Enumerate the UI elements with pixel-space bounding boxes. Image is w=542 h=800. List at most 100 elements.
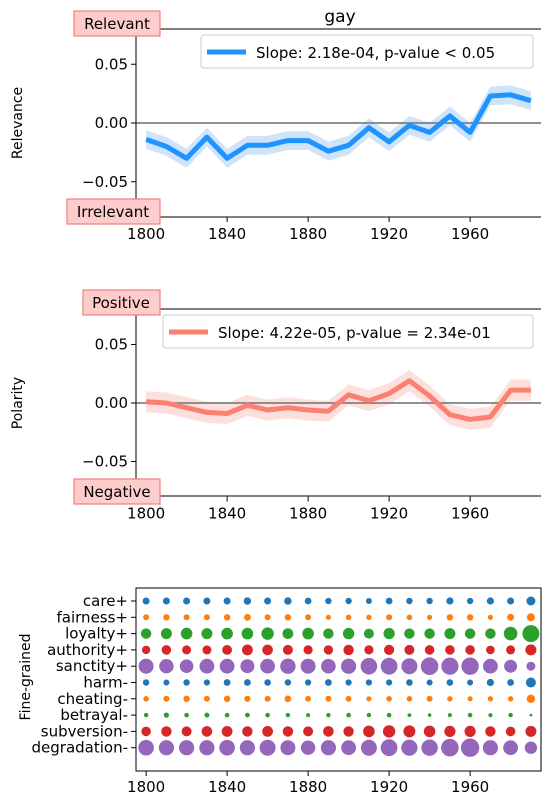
fine-grained-dot: [223, 614, 231, 621]
category-label: sanctity+: [56, 657, 128, 675]
fine-grained-dots: [138, 596, 540, 757]
fine-grained-dot: [163, 695, 170, 702]
fine-grained-dot: [386, 712, 392, 718]
fine-grained-category-labels: care+fairness+loyalty+authority+sanctity…: [32, 592, 136, 757]
fine-grained-dot: [360, 657, 378, 675]
fine-grained-dot: [300, 658, 316, 674]
fine-grained-dot: [342, 627, 355, 640]
fine-grained-dot: [406, 614, 413, 621]
fine-grained-dot: [143, 712, 149, 718]
fine-grained-dot: [487, 696, 494, 702]
fine-grained-frame: [135, 587, 542, 772]
fine-grained-dot: [199, 658, 215, 674]
fine-grained-dot: [143, 614, 150, 621]
polarity-y-axis-label: Polarity: [10, 377, 26, 429]
polarity-panel: 0.05 0.00 −0.05 1800 1840 1880 1920 1960 Polar…: [10, 289, 541, 523]
fine-grained-dot: [203, 597, 211, 605]
fine-grained-dot: [526, 613, 535, 622]
fine-grained-dot: [525, 644, 537, 656]
fine-grained-dot: [181, 726, 192, 737]
fine-grained-dot: [343, 644, 354, 656]
fine-grained-dot: [341, 658, 357, 674]
fine-grained-dot: [447, 696, 453, 702]
fine-grained-dot: [203, 695, 210, 702]
fine-grained-y-axis-label: Fine-grained: [18, 634, 34, 721]
relevant-tag: Relevant: [73, 10, 161, 37]
polarity-series: [145, 378, 531, 422]
p1-xtick-label: 1800: [127, 225, 165, 243]
fine-grained-dot: [242, 726, 253, 737]
fine-grained-dot: [460, 738, 480, 757]
irrelevant-tag-text: Irrelevant: [77, 203, 149, 221]
irrelevant-tag: Irrelevant: [66, 198, 161, 225]
p1-ytick-label: 0.05: [95, 55, 128, 73]
p3-xtick-label: 1920: [370, 778, 408, 796]
fine-grained-dot: [360, 739, 377, 756]
fine-grained-dot: [406, 679, 413, 686]
fine-grained-dot: [445, 645, 455, 655]
fine-grained-dot: [142, 597, 150, 605]
fine-grained-dot: [222, 645, 233, 655]
fine-grained-dot: [264, 679, 271, 686]
fine-grained-dot: [160, 628, 172, 640]
fine-grained-dot: [163, 712, 169, 718]
fine-grained-dot: [163, 614, 170, 621]
fine-grained-dot: [506, 645, 516, 655]
fine-grained-dot: [424, 645, 435, 655]
fine-grained-dot: [505, 726, 516, 737]
p2-xtick-label: 1840: [208, 505, 246, 523]
fine-grained-dot: [525, 677, 536, 688]
fine-grained-dot: [262, 644, 273, 656]
fine-grained-dot: [426, 597, 433, 605]
p1-xtick-label: 1880: [289, 225, 327, 243]
fine-grained-dot: [325, 695, 332, 702]
fine-grained-dot: [486, 678, 494, 687]
p1-ytick-label: −0.05: [82, 173, 128, 191]
fine-grained-dot: [183, 597, 191, 605]
fine-grained-dot: [219, 739, 235, 756]
fine-grained-dot: [467, 696, 473, 702]
fine-grained-dot: [365, 679, 372, 686]
fine-grained-dot: [446, 597, 454, 605]
fine-grained-dot: [204, 712, 210, 718]
fine-grained-dot: [366, 712, 372, 718]
category-label: loyalty+: [65, 625, 128, 643]
fine-grained-dot: [380, 657, 398, 675]
fine-grained-dot: [284, 614, 292, 621]
fine-grained-dot: [159, 659, 174, 674]
fine-grained-dot: [507, 679, 514, 686]
p1-xtick-label: 1920: [370, 225, 408, 243]
fine-grained-dot: [323, 628, 334, 639]
fine-grained-dot: [485, 726, 496, 737]
polarity-legend-text: Slope: 4.22e-05, p-value = 2.34e-01: [218, 324, 491, 342]
fine-grained-dot: [239, 740, 255, 756]
fine-grained-dot: [406, 597, 413, 605]
fine-grained-dot: [464, 725, 476, 738]
fine-grained-dot: [482, 740, 498, 756]
p3-xtick-label: 1960: [451, 778, 489, 796]
fine-grained-dot: [141, 726, 151, 737]
fine-grained-dot: [427, 614, 433, 620]
fine-grained-dot: [464, 628, 476, 639]
fine-grained-dot: [306, 713, 311, 718]
fine-grained-dot: [508, 712, 513, 718]
fine-grained-dot: [526, 596, 536, 606]
fine-grained-dot: [261, 627, 274, 640]
fine-grained-dot: [386, 696, 392, 702]
fine-grained-dot: [427, 713, 432, 717]
fine-grained-panel: care+fairness+loyalty+authority+sanctity…: [18, 587, 542, 796]
fine-grained-dot: [504, 659, 518, 673]
p1-line: [145, 92, 532, 161]
fine-grained-dot: [221, 726, 233, 737]
fine-grained-dot: [262, 726, 273, 737]
category-label: betrayal-: [60, 706, 128, 724]
fine-grained-dot: [447, 713, 452, 718]
fine-grained-dot: [345, 695, 352, 702]
fine-grained-dot: [264, 614, 271, 621]
fine-grained-dot: [265, 712, 270, 718]
fine-grained-dot: [401, 739, 418, 756]
relevance-x-ticks: 1800 1840 1880 1920 1960: [127, 217, 489, 243]
fine-grained-dot: [300, 740, 316, 755]
fine-grained-dot: [383, 628, 395, 640]
fine-grained-dot: [467, 679, 474, 686]
